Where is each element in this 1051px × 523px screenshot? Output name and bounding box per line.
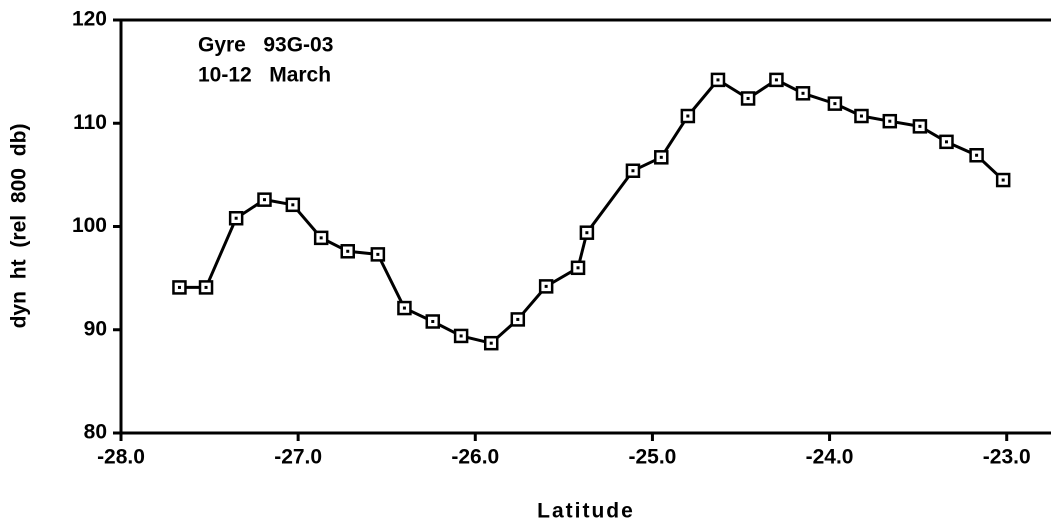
marker-dot [291,203,295,207]
marker-dot [262,198,266,202]
x-tick-label: -25.0 [628,446,676,469]
marker-dot [659,155,663,159]
y-tick-label: 90 [84,317,107,340]
y-tick-label: 100 [72,214,107,237]
y-tick-label: 80 [84,421,107,444]
marker-dot [975,153,979,157]
data-line [179,78,1005,345]
marker-dot [716,78,720,82]
marker-dot [686,114,690,118]
marker-dot [631,169,635,173]
marker-dot [859,114,863,118]
marker-dot [944,140,948,144]
marker-dot [1001,178,1005,182]
marker-dot [544,284,548,288]
y-axis-label: dyn ht (rel 800 db) [8,124,31,329]
marker-dot [888,119,892,123]
marker-dot [489,341,493,345]
x-tick-label: -24.0 [806,446,854,469]
marker-dot [801,91,805,95]
annotation: Gyre 93G-03 [198,34,333,57]
marker-dot [585,231,589,235]
marker-dot [774,78,778,82]
marker-dot [833,102,837,106]
marker-dot [234,216,238,220]
x-tick-label: -28.0 [97,446,145,469]
marker-dot [204,285,208,289]
x-axis-label: Latitude [537,500,635,523]
marker-dot [576,266,580,270]
y-tick-label: 110 [73,111,107,134]
marker-dot [319,236,323,240]
marker-dot [459,334,463,338]
y-tick-label: 120 [72,8,107,31]
marker-dot [346,249,350,253]
marker-dot [177,285,181,289]
marker-dot [402,306,406,310]
marker-dot [918,124,922,128]
marker-dot [746,96,750,100]
marker-dot [431,319,435,323]
marker-dot [516,317,520,321]
x-tick-label: -26.0 [451,446,499,469]
x-tick-label: -23.0 [983,446,1031,469]
annotation: 10-12 March [198,64,331,87]
marker-dot [376,252,380,256]
x-tick-label: -27.0 [274,446,322,469]
